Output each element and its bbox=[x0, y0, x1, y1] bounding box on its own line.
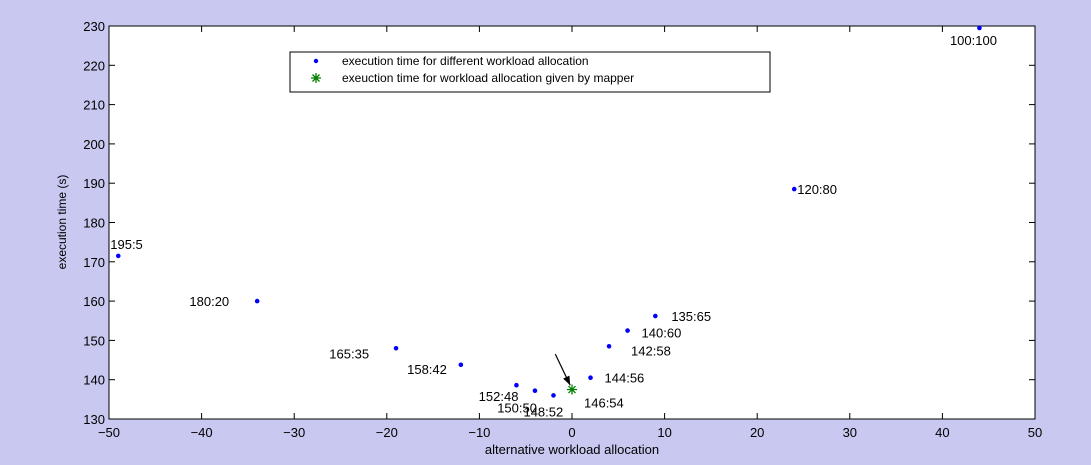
point-label: 140:60 bbox=[642, 326, 682, 341]
point-label: 152:48 bbox=[479, 389, 519, 404]
y-tick-label: 160 bbox=[83, 294, 105, 309]
data-point bbox=[977, 25, 982, 31]
point-label: 158:42 bbox=[407, 362, 447, 377]
legend: execution time for different workload al… bbox=[289, 51, 771, 93]
y-tick-label: 220 bbox=[83, 58, 105, 73]
data-point bbox=[458, 362, 464, 368]
x-axis-label: alternative workload allocation bbox=[485, 442, 659, 457]
legend-entry-mapper: exeuction time for workload allocation g… bbox=[342, 71, 634, 85]
x-tick-label: −50 bbox=[98, 425, 120, 440]
y-tick-label: 170 bbox=[83, 255, 105, 270]
x-tick-label: −40 bbox=[191, 425, 213, 440]
x-tick-label: 30 bbox=[843, 425, 857, 440]
data-point bbox=[606, 343, 612, 349]
point-labels: 195:5 180:20 165:35 158:42 152:48150:50148:5… bbox=[110, 33, 997, 419]
point-label: 135:65 bbox=[671, 309, 711, 324]
point-label: 180:20 bbox=[189, 294, 229, 309]
point-label: 195:5 bbox=[110, 237, 143, 252]
point-label: 165:35 bbox=[329, 346, 369, 361]
data-point bbox=[791, 186, 797, 192]
y-tick-label: 210 bbox=[83, 98, 105, 113]
axis-ticks: −50 −40 −30 −20 −10 0 10 20 30 40 50 130 140 150 160 17… bbox=[83, 19, 1042, 440]
point-label: 148:52 bbox=[523, 404, 563, 419]
x-tick-label: 0 bbox=[568, 425, 575, 440]
data-point bbox=[514, 382, 519, 388]
point-label: 150:50 bbox=[497, 401, 537, 416]
point-label: 144:56 bbox=[605, 371, 645, 386]
data-point bbox=[625, 328, 630, 333]
y-tick-label: 150 bbox=[83, 333, 105, 348]
data-point bbox=[532, 388, 538, 394]
data-point bbox=[115, 253, 121, 259]
point-label: 142:58 bbox=[631, 343, 671, 358]
x-tick-label: 50 bbox=[1028, 425, 1042, 440]
y-axis-label: execution time (s) bbox=[55, 175, 69, 270]
x-tick-label: −30 bbox=[283, 425, 305, 440]
legend-asterisk-icon bbox=[311, 73, 321, 83]
data-point bbox=[393, 345, 399, 351]
point-label: 146:54 bbox=[584, 396, 624, 411]
arrow-head-icon bbox=[563, 375, 571, 386]
data-marks bbox=[115, 25, 982, 398]
point-label: 120:80 bbox=[797, 182, 837, 197]
mapper-point bbox=[567, 384, 577, 395]
data-point bbox=[588, 375, 593, 381]
legend-dot-icon bbox=[313, 58, 319, 64]
x-tick-label: 10 bbox=[657, 425, 671, 440]
data-point bbox=[551, 393, 556, 398]
data-point bbox=[653, 313, 658, 319]
data-point bbox=[254, 298, 260, 304]
y-tick-label: 180 bbox=[83, 216, 105, 231]
x-tick-label: 40 bbox=[935, 425, 949, 440]
y-tick-label: 200 bbox=[83, 137, 105, 152]
x-tick-label: −10 bbox=[468, 425, 490, 440]
y-tick-label: 140 bbox=[83, 373, 105, 388]
x-tick-label: −20 bbox=[376, 425, 398, 440]
asterisk-stroke bbox=[568, 385, 576, 394]
x-tick-label: 20 bbox=[750, 425, 764, 440]
legend-entry-measured: execution time for different workload al… bbox=[342, 54, 589, 68]
y-tick-label: 190 bbox=[83, 176, 105, 191]
y-tick-label: 130 bbox=[83, 412, 105, 427]
legend-box bbox=[289, 51, 771, 93]
y-tick-label: 230 bbox=[83, 19, 105, 34]
point-label: 100:100 bbox=[950, 33, 997, 48]
